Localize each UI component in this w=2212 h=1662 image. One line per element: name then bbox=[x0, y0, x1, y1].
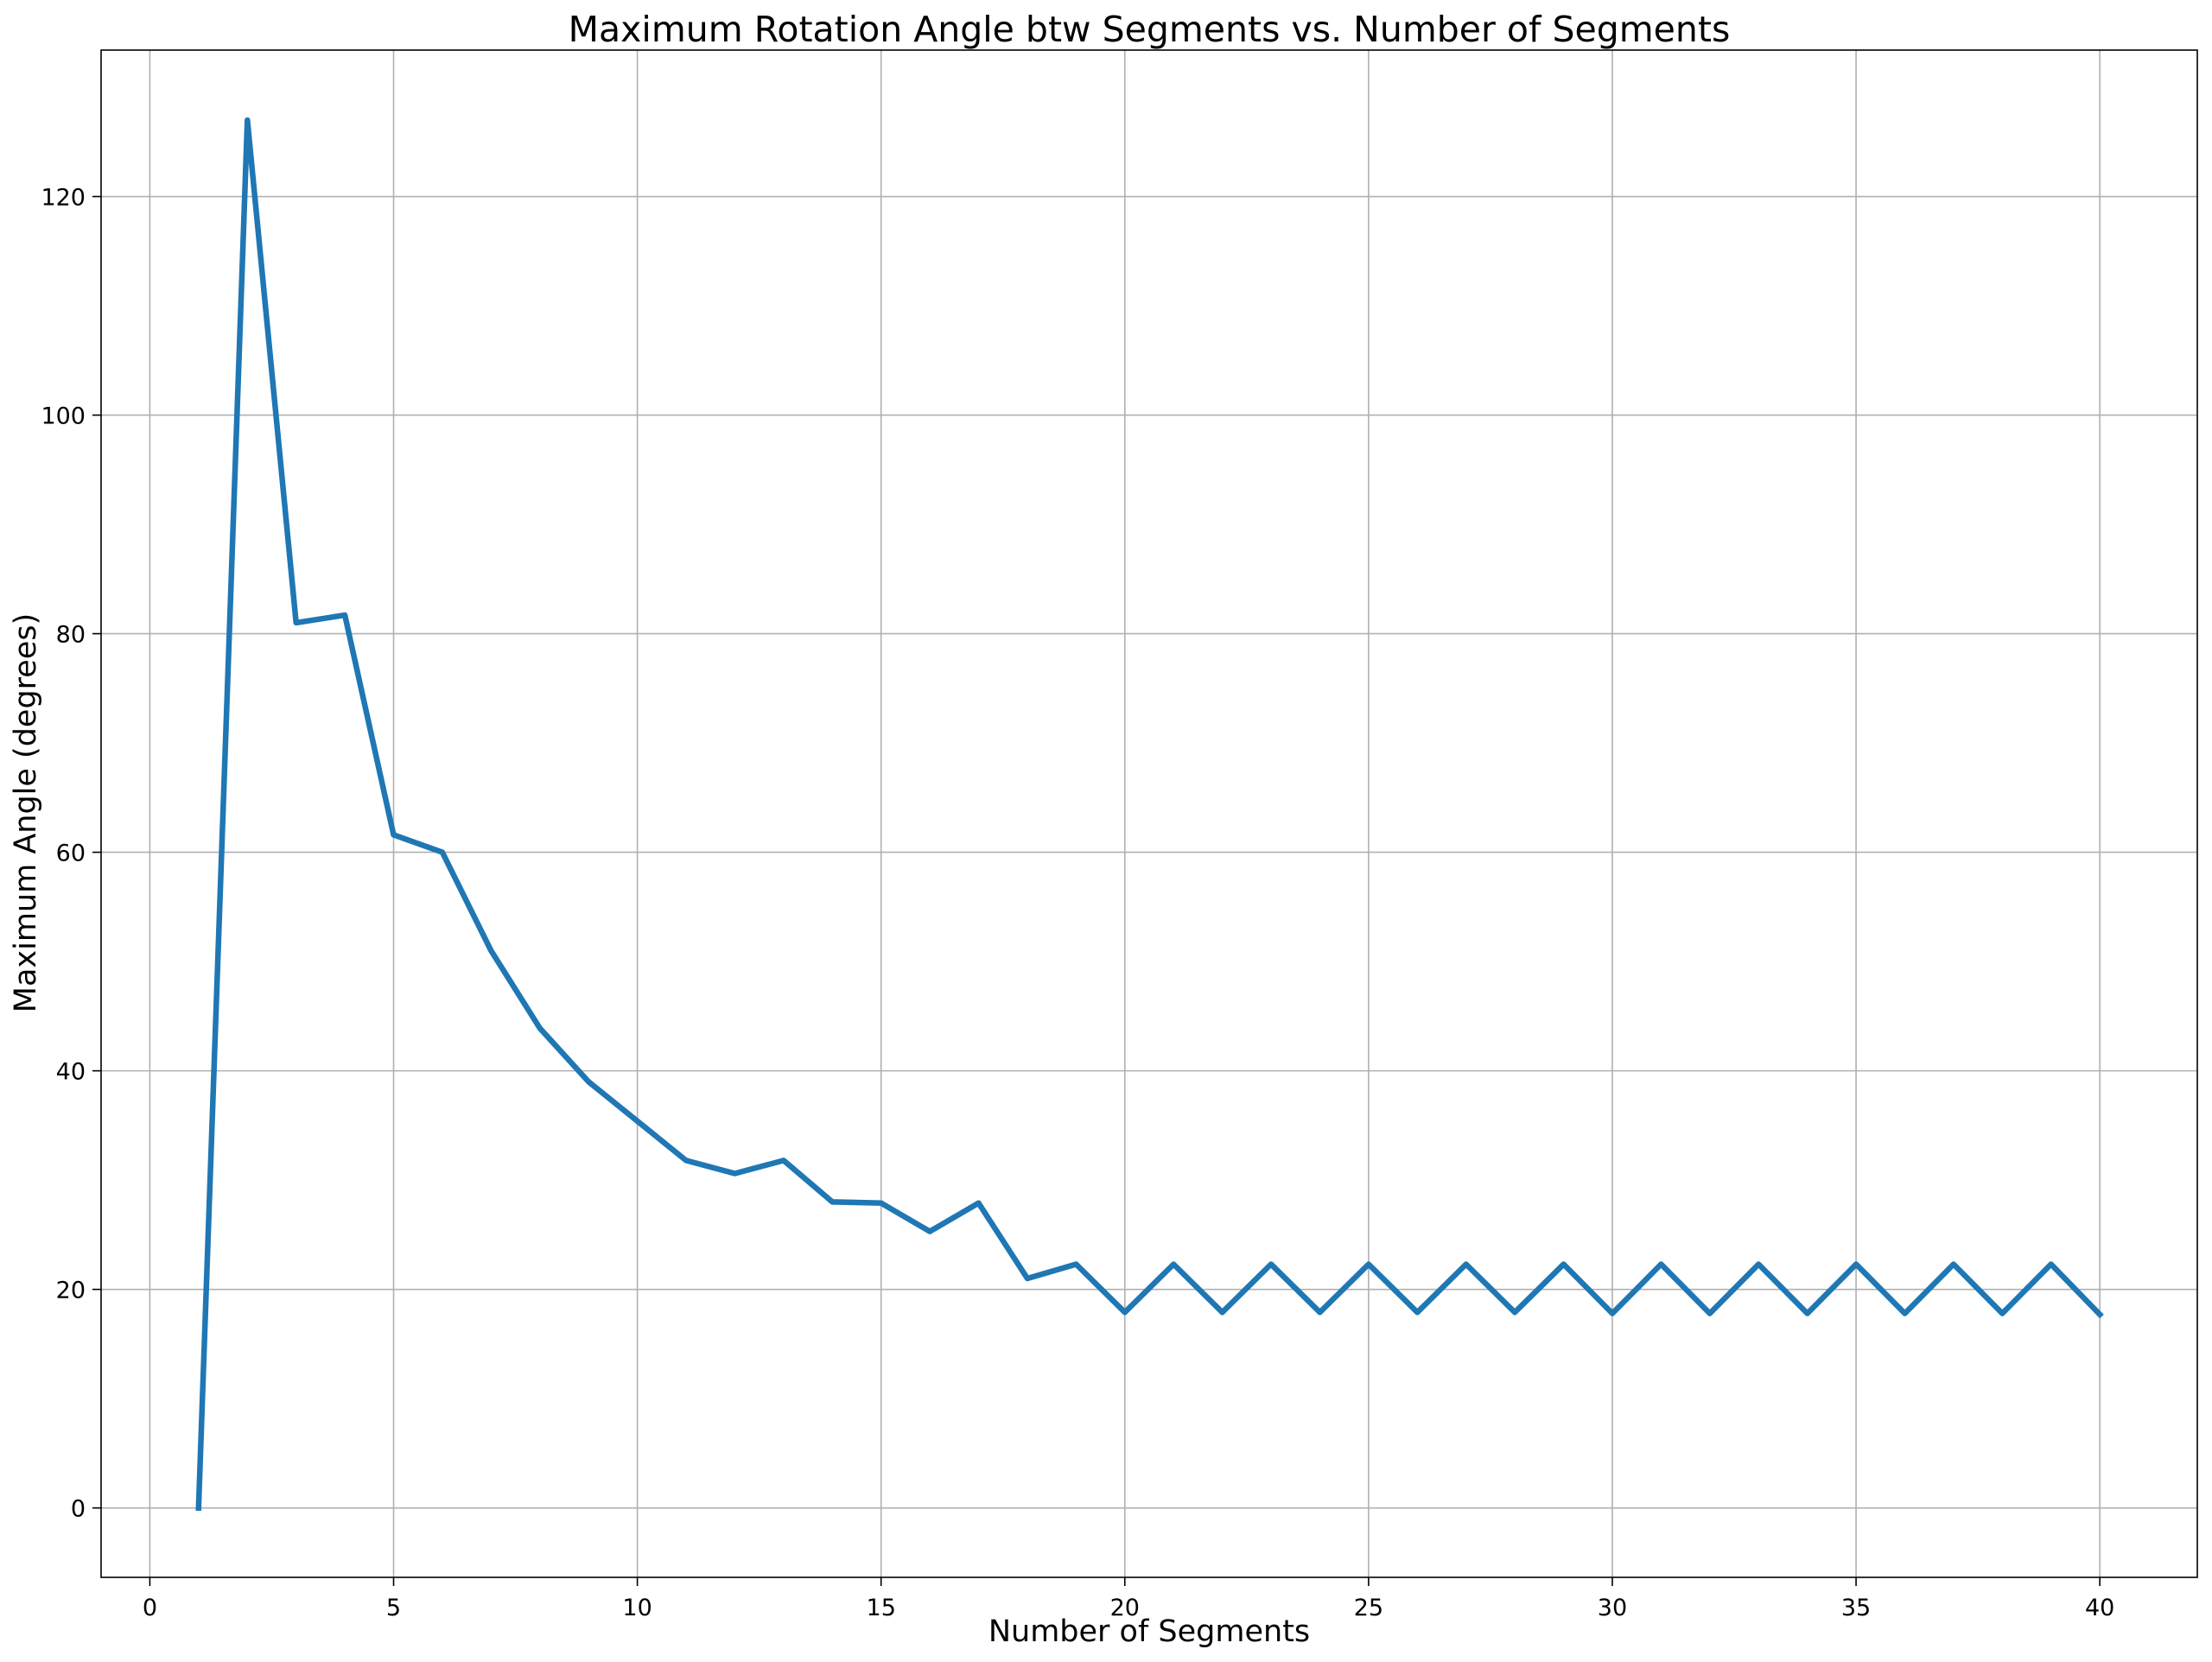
y-axis-label: Maximum Angle (degrees) bbox=[9, 613, 43, 1013]
series-layer bbox=[195, 117, 2104, 1512]
data-point bbox=[1122, 1310, 1128, 1316]
data-point bbox=[488, 948, 494, 954]
data-point bbox=[1414, 1310, 1421, 1316]
data-point bbox=[2048, 1261, 2054, 1267]
data-point bbox=[1658, 1261, 1664, 1267]
x-tick-label: 30 bbox=[1598, 1595, 1627, 1621]
y-tick-label: 40 bbox=[56, 1059, 86, 1086]
data-point bbox=[1073, 1261, 1079, 1267]
y-tick-label: 60 bbox=[56, 841, 86, 867]
x-tick-label: 10 bbox=[622, 1595, 652, 1621]
x-tick-label: 40 bbox=[2085, 1595, 2114, 1621]
y-tick-label: 120 bbox=[41, 185, 86, 212]
data-point bbox=[1902, 1310, 1908, 1316]
chart-title: Maximum Rotation Angle btw Segments vs. … bbox=[569, 9, 1731, 50]
data-point bbox=[1853, 1261, 1859, 1267]
data-point bbox=[1999, 1310, 2005, 1316]
data-point bbox=[1268, 1261, 1274, 1267]
data-point bbox=[927, 1228, 933, 1234]
x-tick-label: 35 bbox=[1841, 1595, 1871, 1621]
data-point bbox=[634, 1118, 640, 1124]
y-tick-label: 20 bbox=[56, 1278, 86, 1304]
y-tick-label: 0 bbox=[71, 1496, 86, 1523]
data-point bbox=[1219, 1310, 1225, 1316]
data-point bbox=[1365, 1261, 1371, 1267]
y-tick-label: 80 bbox=[56, 622, 86, 649]
data-point bbox=[683, 1158, 689, 1164]
x-tick-label: 20 bbox=[1110, 1595, 1140, 1621]
x-tick-label: 25 bbox=[1354, 1595, 1383, 1621]
plot-frame bbox=[100, 49, 2198, 1578]
data-point bbox=[1463, 1261, 1469, 1267]
series-line bbox=[195, 117, 2104, 1512]
data-point bbox=[830, 1199, 836, 1205]
ticks-layer: 0 5 10 15 20 25 30 35 40 0 20 40 60 80 100 120 bbox=[41, 185, 2114, 1621]
data-point bbox=[976, 1200, 982, 1206]
data-point bbox=[1512, 1310, 1518, 1316]
x-tick-label: 0 bbox=[143, 1595, 157, 1621]
data-point bbox=[586, 1079, 592, 1085]
data-point bbox=[1171, 1261, 1177, 1267]
data-point bbox=[1950, 1261, 1956, 1267]
data-point bbox=[1707, 1310, 1713, 1316]
data-point bbox=[2097, 1311, 2103, 1317]
data-point bbox=[780, 1158, 786, 1164]
data-point bbox=[245, 117, 251, 123]
data-point bbox=[391, 832, 397, 838]
data-point bbox=[439, 849, 445, 855]
data-point bbox=[195, 1505, 201, 1511]
data-point bbox=[342, 612, 348, 618]
data-point bbox=[293, 619, 299, 625]
data-point bbox=[1756, 1261, 1762, 1267]
data-point bbox=[1804, 1310, 1810, 1316]
data-point bbox=[537, 1025, 543, 1031]
data-point bbox=[732, 1170, 738, 1177]
y-tick-label: 100 bbox=[41, 403, 86, 430]
data-point bbox=[878, 1200, 884, 1206]
x-axis-label: Number of Segments bbox=[988, 1614, 1310, 1649]
data-point bbox=[1560, 1261, 1567, 1267]
grid-layer bbox=[101, 50, 2197, 1577]
data-point bbox=[1317, 1310, 1323, 1316]
data-point bbox=[1610, 1310, 1615, 1316]
x-tick-label: 5 bbox=[386, 1595, 401, 1621]
data-point bbox=[1025, 1276, 1030, 1281]
x-tick-label: 15 bbox=[867, 1595, 896, 1621]
